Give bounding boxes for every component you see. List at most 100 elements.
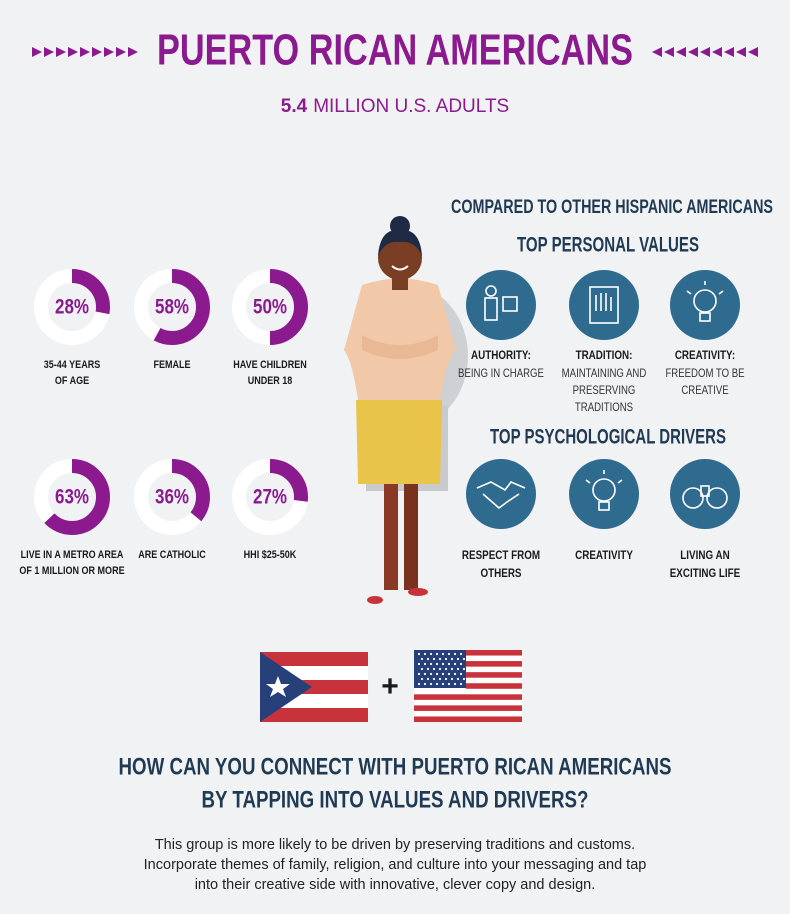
driver-label: LIVING AN bbox=[680, 548, 729, 562]
icon-glyph bbox=[485, 285, 497, 297]
icon-glyph bbox=[589, 286, 619, 324]
donut-arc bbox=[134, 459, 210, 535]
donut-value: 63% bbox=[55, 486, 89, 509]
driver-label: EXCITING LIFE bbox=[670, 566, 741, 580]
driver-label: RESPECT FROM bbox=[462, 548, 540, 562]
flag-star bbox=[450, 677, 454, 681]
donut-arc bbox=[232, 269, 308, 345]
us-flag bbox=[414, 650, 522, 722]
title: PUERTO RICAN AMERICANS bbox=[157, 26, 633, 75]
value-desc: BEING IN CHARGE bbox=[458, 366, 544, 380]
flag-star bbox=[429, 652, 433, 656]
flag-star bbox=[462, 677, 466, 681]
value-desc: TRADITIONS bbox=[575, 400, 633, 414]
icon-circle bbox=[466, 270, 536, 340]
flag-star bbox=[435, 662, 439, 666]
icon-circle bbox=[466, 459, 536, 529]
flag-star bbox=[441, 652, 445, 656]
flag-star bbox=[453, 682, 457, 686]
icon-glyph bbox=[585, 470, 623, 484]
flag-star bbox=[450, 667, 454, 671]
donut-label: UNDER 18 bbox=[248, 375, 293, 387]
icon-glyph bbox=[699, 312, 711, 322]
donut-label: ARE CATHOLIC bbox=[138, 549, 206, 561]
question-line: HOW CAN YOU CONNECT WITH PUERTO RICAN AM… bbox=[119, 753, 672, 780]
value-desc: MAINTAINING AND bbox=[562, 366, 647, 380]
flag-star bbox=[441, 672, 445, 676]
right-arrows bbox=[652, 47, 758, 57]
flag-star bbox=[429, 672, 433, 676]
donut-arc bbox=[134, 269, 210, 345]
flag-star bbox=[447, 672, 451, 676]
icon-glyph bbox=[502, 296, 518, 312]
flag-star bbox=[450, 657, 454, 661]
donut-label: HAVE CHILDREN bbox=[233, 359, 307, 371]
flag-star bbox=[444, 657, 448, 661]
flag-star bbox=[459, 662, 463, 666]
flag-star bbox=[444, 667, 448, 671]
flag-star bbox=[438, 667, 442, 671]
flag-star bbox=[423, 682, 427, 686]
donut-arc bbox=[232, 459, 308, 535]
body-line: This group is more likely to be driven b… bbox=[155, 837, 635, 853]
donut-value: 28% bbox=[55, 296, 89, 319]
subtitle-text: MILLION U.S. ADULTS bbox=[313, 96, 509, 117]
icon-glyph bbox=[700, 485, 710, 497]
flag-stripe bbox=[466, 650, 522, 656]
flag-stripe bbox=[414, 705, 522, 711]
flag-star bbox=[435, 672, 439, 676]
flag-star bbox=[456, 667, 460, 671]
flag-star bbox=[420, 667, 424, 671]
flag-star bbox=[453, 652, 457, 656]
body-line: into their creative side with innovative… bbox=[195, 877, 596, 893]
subtitle: 5.4 MILLION U.S. ADULTS bbox=[281, 96, 509, 117]
section-heading: TOP PSYCHOLOGICAL DRIVERS bbox=[490, 426, 726, 449]
driver-label: OTHERS bbox=[480, 566, 521, 580]
icon-glyph bbox=[598, 501, 610, 511]
flag-star bbox=[420, 677, 424, 681]
flag-star bbox=[426, 667, 430, 671]
flag-stripe bbox=[414, 716, 522, 722]
donut-arc bbox=[34, 269, 110, 345]
flag-star bbox=[447, 682, 451, 686]
flag-star bbox=[426, 657, 430, 661]
flag-star bbox=[459, 672, 463, 676]
donut-label: FEMALE bbox=[153, 359, 190, 371]
donut-label: OF AGE bbox=[55, 375, 89, 387]
value-title: TRADITION: bbox=[576, 348, 633, 362]
question: HOW CAN YOU CONNECT WITH PUERTO RICAN AM… bbox=[119, 753, 672, 813]
icon-circle bbox=[569, 459, 639, 529]
donut-arc bbox=[34, 459, 110, 535]
value-title: CREATIVITY: bbox=[675, 348, 735, 362]
donut-label: LIVE IN A METRO AREA bbox=[21, 549, 124, 561]
donut-value: 27% bbox=[253, 486, 287, 509]
icon-glyph bbox=[592, 478, 616, 502]
flag-star bbox=[453, 672, 457, 676]
flag-star bbox=[438, 677, 442, 681]
flag-stripe bbox=[414, 694, 522, 700]
flag-star bbox=[426, 677, 430, 681]
donut-label: HHI $25-50K bbox=[244, 549, 297, 561]
plus-sign: + bbox=[381, 670, 399, 703]
flag-star bbox=[462, 667, 466, 671]
icon-glyph bbox=[686, 281, 724, 295]
icon-circle bbox=[670, 270, 740, 340]
icon-glyph bbox=[706, 487, 728, 509]
flag-star bbox=[417, 652, 421, 656]
flag-star bbox=[423, 672, 427, 676]
flag-star bbox=[438, 657, 442, 661]
flag-star bbox=[462, 657, 466, 661]
flag-star bbox=[444, 677, 448, 681]
flag-star bbox=[423, 652, 427, 656]
flag-stripe bbox=[466, 672, 522, 678]
flag-star bbox=[459, 652, 463, 656]
flag-star bbox=[432, 667, 436, 671]
flag-star bbox=[441, 682, 445, 686]
value-desc: PRESERVING bbox=[573, 383, 636, 397]
donut-label: OF 1 MILLION OR MORE bbox=[19, 565, 124, 577]
icon-circle bbox=[569, 270, 639, 340]
value-desc: CREATIVE bbox=[681, 383, 728, 397]
flag-star bbox=[417, 672, 421, 676]
